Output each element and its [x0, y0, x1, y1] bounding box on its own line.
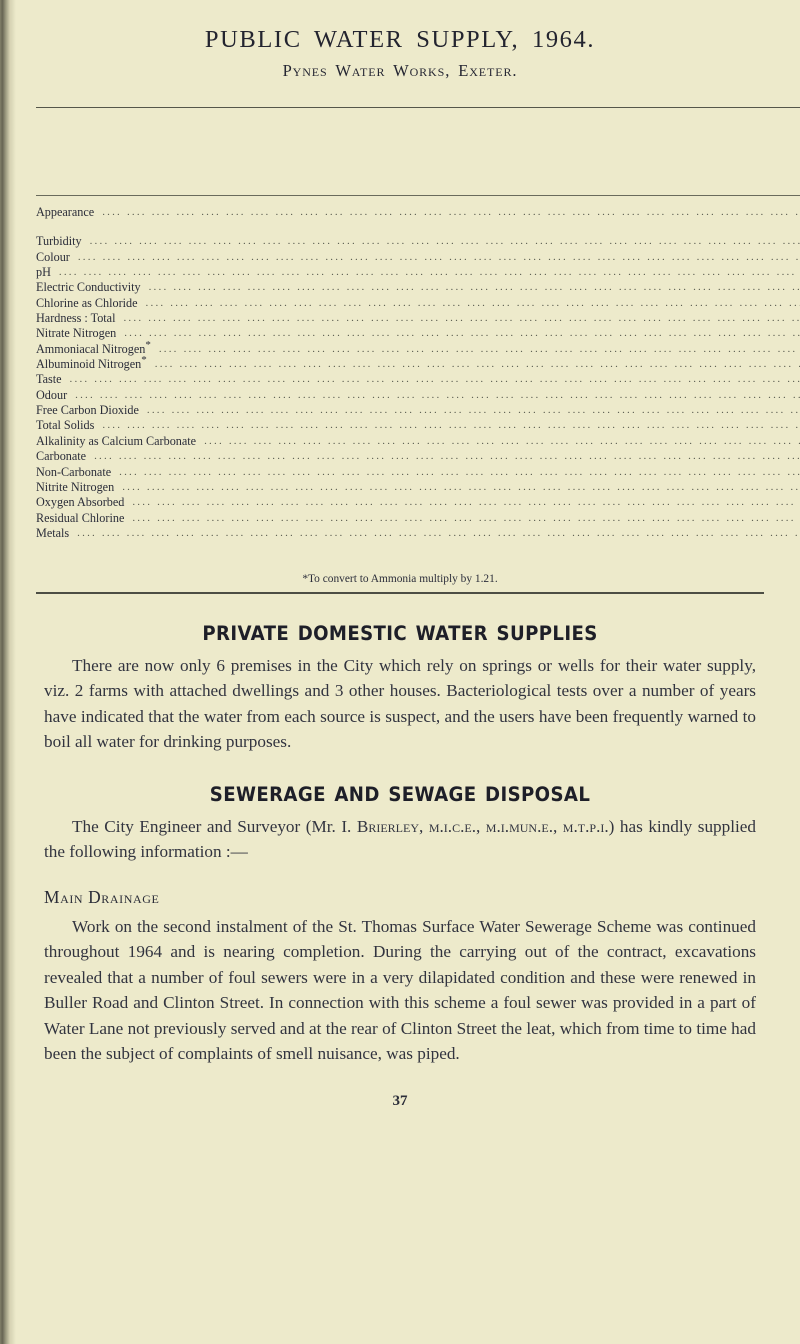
dot-leader: .... .... .... .... .... .... .... .... …: [132, 511, 800, 524]
dot-leader: .... .... .... .... .... .... .... .... …: [122, 480, 800, 493]
engineer-name: Brierley: [356, 816, 419, 836]
sewerage-intro-paragraph: The City Engineer and Surveyor (Mr. I. B…: [44, 814, 756, 865]
main-drainage-paragraph: Work on the second instalment of the St.…: [44, 916, 756, 1064]
table-column-name-row: Raw Water Sample Final treated water: [36, 151, 800, 196]
parameter-row: Albuminoid Nitrogen* .... .... .... .... …: [36, 354, 800, 372]
column-label-blank: [36, 151, 800, 196]
table-header-date-row: 8/12/64 4/12/64: [36, 130, 800, 151]
sewerage-intro-a: The City Engineer and Surveyor (Mr. I.: [72, 816, 357, 836]
header-spacer-cell: [36, 107, 800, 130]
parameter-row: Non-Carbonate .... .... .... .... .... ..…: [36, 465, 800, 480]
dot-leader: .... .... .... .... .... .... .... .... …: [77, 250, 800, 263]
parameter-label: Odour: [36, 387, 68, 402]
dot-leader: .... .... .... .... .... .... .... .... …: [102, 206, 800, 218]
header-date-spacer: [36, 130, 800, 151]
private-supplies-heading: PRIVATE DOMESTIC WATER SUPPLIES: [202, 621, 598, 645]
dot-leader: .... .... .... .... .... .... .... .... …: [58, 266, 800, 279]
dot-leader: .... .... .... .... .... .... .... .... …: [119, 465, 800, 478]
parameter-row: Alkalinity as Calcium Carbonate .... ....…: [36, 434, 800, 449]
parameter-row: Nitrate Nitrogen .... .... .... .... ....…: [36, 326, 800, 341]
dot-leader: .... .... .... .... .... .... .... .... …: [124, 327, 800, 340]
footnote-marker: *: [145, 338, 151, 351]
parameter-row: Nitrite Nitrogen .... .... .... .... ....…: [36, 480, 800, 495]
parameter-label: Electric Conductivity: [36, 280, 141, 295]
page-subtitle: Pynes Water Works, Exeter.: [282, 61, 518, 80]
parameter-label: Nitrate Nitrogen: [36, 326, 117, 341]
parameter-label-column: Appearance .... .... .... .... .... .... …: [36, 194, 800, 564]
parameter-row: Ammoniacal Nitrogen* .... .... .... .... …: [36, 338, 800, 357]
sewerage-intro-b: ,: [419, 816, 429, 836]
table-header-span-row: Chemicals in parts per Million: [36, 107, 800, 130]
parameter-label: Ammoniacal Nitrogen*: [36, 338, 151, 356]
dot-leader: .... .... .... .... .... .... .... .... …: [102, 419, 800, 432]
parameter-row: Turbidity .... .... .... .... .... .... .…: [36, 234, 800, 249]
dot-leader: .... .... .... .... .... .... .... .... …: [146, 404, 800, 417]
sewerage-heading: SEWERAGE AND SEWAGE DISPOSAL: [209, 782, 591, 806]
dot-leader: .... .... .... .... .... .... .... .... …: [158, 342, 800, 355]
parameter-row: Carbonate .... .... .... .... .... .... .…: [36, 449, 800, 464]
parameter-row: Hardness : Total .... .... .... .... ....…: [36, 311, 800, 326]
parameter-label: Alkalinity as Calcium Carbonate: [36, 433, 197, 448]
parameter-label: Colour: [36, 249, 70, 264]
table-footnote: *To convert to Ammonia multiply by 1.21.: [302, 572, 498, 585]
parameter-label-list: Appearance .... .... .... .... .... .... …: [36, 205, 800, 541]
parameter-label: Non-Carbonate: [36, 464, 112, 479]
private-supplies-section: PRIVATE DOMESTIC WATER SUPPLIES There ar…: [44, 622, 756, 755]
parameter-label: Free Carbon Dioxide: [36, 403, 139, 418]
dot-leader: .... .... .... .... .... .... .... .... …: [148, 281, 800, 294]
main-drainage-subheading: Main Drainage: [44, 886, 160, 907]
dot-leader: .... .... .... .... .... .... .... .... …: [123, 312, 800, 325]
parameter-row: Oxygen Absorbed .... .... .... .... .... …: [36, 495, 800, 510]
parameter-label: Residual Chlorine: [36, 510, 125, 525]
dot-leader: .... .... .... .... .... .... .... .... …: [94, 450, 800, 463]
parameter-row: Chlorine as Chloride .... .... .... .... …: [36, 296, 800, 311]
parameter-label: Total Solids: [36, 418, 95, 433]
table-body-row: Appearance .... .... .... .... .... .... …: [36, 194, 800, 564]
parameter-row: Metals .... .... .... .... .... .... ....…: [36, 526, 800, 541]
parameter-row: pH .... .... .... .... .... .... .... ...…: [36, 265, 800, 280]
parameter-row: Residual Chlorine .... .... .... .... ...…: [36, 511, 800, 526]
parameter-row: Free Carbon Dioxide .... .... .... .... .…: [36, 403, 800, 418]
parameter-label: Carbonate: [36, 449, 87, 464]
dot-leader: .... .... .... .... .... .... .... .... …: [69, 373, 800, 386]
dot-leader: .... .... .... .... .... .... .... .... …: [89, 235, 800, 248]
scan-edge-gradient: [11, 0, 16, 1344]
dot-leader: .... .... .... .... .... .... .... .... …: [154, 358, 800, 371]
parameter-label: Chlorine as Chloride: [36, 295, 138, 310]
table-bottom-rule: [36, 591, 764, 594]
parameter-label: Hardness : Total: [36, 311, 116, 326]
page-title-block: PUBLIC WATER SUPPLY, 1964. Pynes Water W…: [0, 0, 800, 81]
footnote-marker: *: [141, 354, 147, 367]
sewerage-intro-c: ) has kindly supplied the following info…: [44, 816, 757, 862]
page-title: PUBLIC WATER SUPPLY, 1964.: [204, 26, 596, 53]
parameter-label: Appearance: [36, 205, 95, 219]
parameter-row: Total Solids .... .... .... .... .... ...…: [36, 418, 800, 433]
dot-leader: .... .... .... .... .... .... .... .... …: [145, 296, 800, 309]
dot-leader: .... .... .... .... .... .... .... .... …: [132, 496, 800, 509]
parameter-label: Nitrite Nitrogen: [36, 479, 115, 494]
parameter-label: pH: [36, 265, 51, 280]
dot-leader: .... .... .... .... .... .... .... .... …: [77, 526, 800, 539]
parameter-label: Turbidity: [36, 234, 82, 249]
parameter-row: Appearance .... .... .... .... .... .... …: [36, 205, 800, 220]
dot-leader: .... .... .... .... .... .... .... .... …: [75, 388, 800, 401]
parameter-row: Odour .... .... .... .... .... .... .... …: [36, 388, 800, 403]
parameter-row: Electric Conductivity .... .... .... ....…: [36, 280, 800, 295]
sewerage-section: SEWERAGE AND SEWAGE DISPOSAL The City En…: [44, 783, 756, 1067]
parameter-label: Albuminoid Nitrogen*: [36, 354, 147, 372]
parameter-label: Taste: [36, 372, 62, 387]
scan-edge-artifact: [0, 0, 13, 1344]
parameter-label: Oxygen Absorbed: [36, 495, 125, 510]
parameter-row: Colour .... .... .... .... .... .... ....…: [36, 250, 800, 265]
water-analysis-table-wrap: Chemicals in parts per Million 8/12/64 4…: [36, 107, 800, 588]
parameter-label: Metals: [36, 525, 70, 540]
dot-leader: .... .... .... .... .... .... .... .... …: [204, 434, 800, 447]
parameter-row: Taste .... .... .... .... .... .... .... …: [36, 372, 800, 387]
water-analysis-table: Chemicals in parts per Million 8/12/64 4…: [36, 107, 800, 564]
page-number: 37: [392, 1092, 408, 1109]
engineer-qualifications: m.i.c.e., m.i.mun.e., m.t.p.i.: [428, 816, 609, 836]
private-supplies-paragraph: There are now only 6 premises in the Cit…: [44, 655, 756, 752]
